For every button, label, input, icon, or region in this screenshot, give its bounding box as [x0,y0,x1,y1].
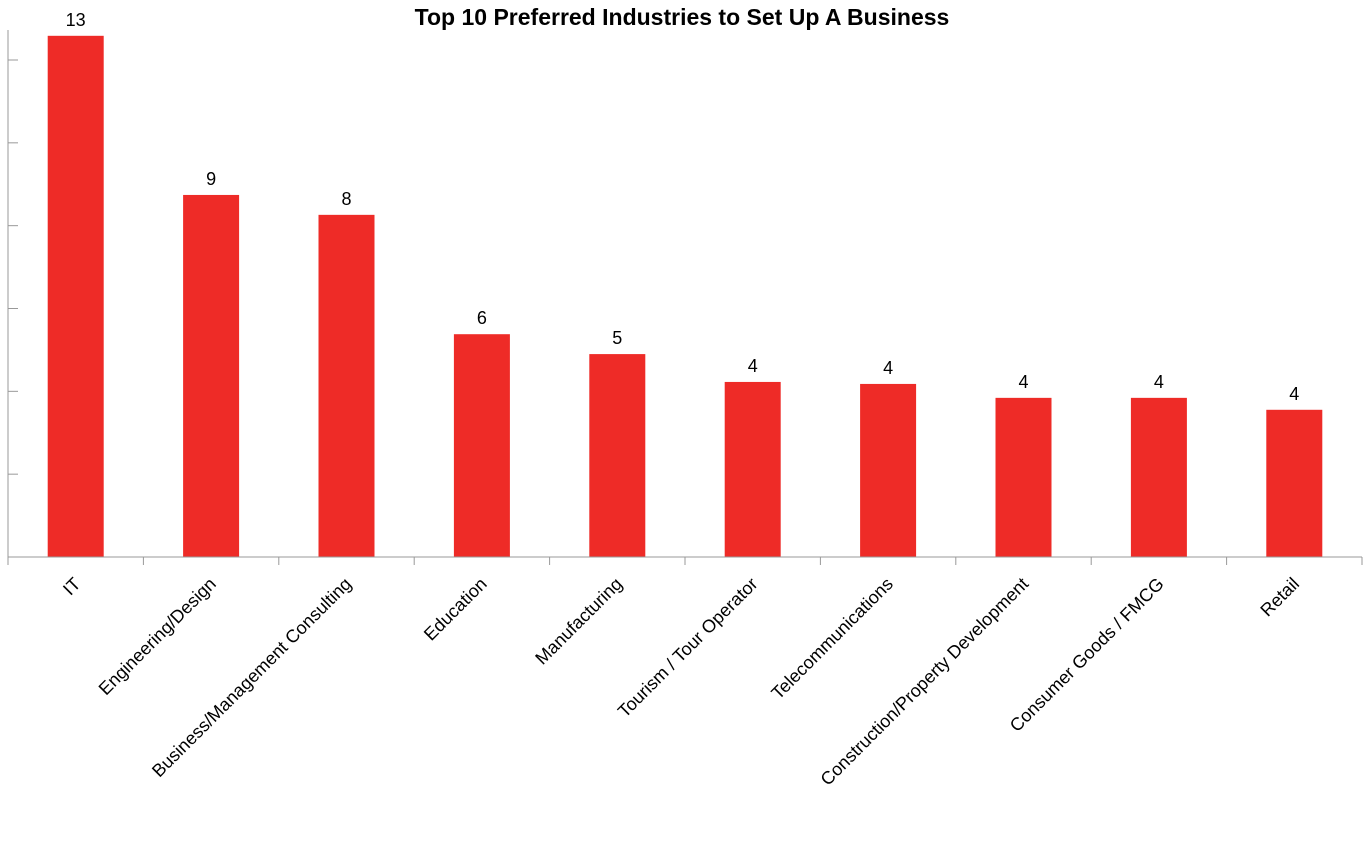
bar [1130,397,1187,557]
data-label: 4 [1289,384,1299,404]
data-label: 5 [612,328,622,348]
bar [318,214,375,558]
bar [183,194,240,557]
bar [724,381,781,557]
x-tick-label: Manufacturing [531,574,626,669]
x-tick-label: Education [420,574,491,645]
x-tick-label: IT [59,574,84,599]
data-label: 4 [748,356,758,376]
data-label: 9 [206,169,216,189]
data-label: 13 [66,10,86,30]
bar [860,383,917,557]
bar [995,397,1052,557]
data-label: 4 [883,358,893,378]
data-label: 4 [1018,372,1028,392]
data-label: 4 [1154,372,1164,392]
bar [1266,409,1323,557]
x-tick-label: Engineering/Design [95,574,220,699]
x-tick-label: Tourism / Tour Operator [614,574,762,722]
x-tick-label: Consumer Goods / FMCG [1006,574,1168,736]
bar [47,35,104,558]
x-tick-label: Construction/Property Development [817,574,1033,790]
data-label: 6 [477,308,487,328]
bar [589,354,646,557]
data-label: 8 [341,189,351,209]
x-tick-label: Telecommunications [767,574,896,703]
chart-title: Top 10 Preferred Industries to Set Up A … [414,4,950,30]
x-tick-label: Retail [1256,574,1303,621]
bar [453,334,510,557]
